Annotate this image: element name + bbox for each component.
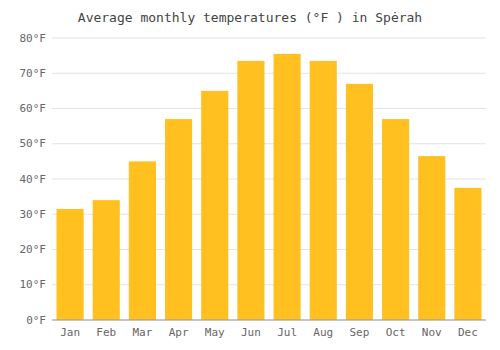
x-tick-label: Aug	[313, 326, 333, 339]
x-tick-label: Jul	[277, 326, 297, 339]
y-axis: 0°F 10°F 20°F 30°F 40°F 50°F 60°F 70°F 80°F	[20, 32, 47, 327]
y-tick-label: 0°F	[26, 314, 46, 327]
y-tick-label: 40°F	[20, 173, 47, 186]
x-tick-label: Jan	[60, 326, 80, 339]
bar	[346, 84, 373, 320]
bar	[93, 200, 120, 320]
grid-line	[52, 73, 486, 74]
bar	[274, 54, 301, 320]
x-tick-label: May	[205, 326, 225, 339]
bar	[57, 209, 84, 320]
grid-line	[52, 38, 486, 39]
bar	[418, 156, 445, 320]
x-tick-label: Mar	[132, 326, 152, 339]
x-tick-label: Sep	[349, 326, 369, 339]
x-tick-label: Oct	[386, 326, 406, 339]
x-tick-label: Nov	[422, 326, 442, 339]
grid-line	[52, 108, 486, 109]
x-tick-label: Jun	[241, 326, 261, 339]
y-tick-label: 30°F	[20, 208, 47, 221]
page: {"chart_data": {"type": "bar", "title": …	[0, 0, 500, 350]
title: Average monthly temperatures (°F ) in Sp…	[78, 10, 422, 25]
bar	[165, 119, 192, 320]
bar	[201, 91, 228, 320]
y-tick-label: 60°F	[20, 102, 47, 115]
x-tick-label: Feb	[96, 326, 116, 339]
grid-line	[52, 320, 486, 321]
x-axis-line	[52, 320, 486, 321]
bar	[237, 61, 264, 320]
grid-line	[52, 143, 486, 144]
y-tick-label: 70°F	[20, 67, 47, 80]
x-tick-label: Apr	[169, 326, 189, 339]
chart: 0°F 10°F 20°F 30°F 40°F 50°F 60°F 70°F 80°F Jan Fe…	[0, 0, 500, 350]
y-tick-label: 50°F	[20, 137, 47, 150]
x-tick-label: Dec	[458, 326, 478, 339]
bar	[129, 161, 156, 320]
grid	[52, 38, 486, 320]
y-tick-label: 10°F	[20, 278, 47, 291]
x-axis: Jan Feb Mar Apr May Jun Jul Aug Sep Oct Nov Dec	[60, 326, 478, 339]
bar	[454, 188, 481, 320]
y-tick-label: 80°F	[20, 32, 47, 45]
bar	[382, 119, 409, 320]
y-tick-label: 20°F	[20, 243, 47, 256]
bars	[57, 54, 482, 320]
bar	[310, 61, 337, 320]
